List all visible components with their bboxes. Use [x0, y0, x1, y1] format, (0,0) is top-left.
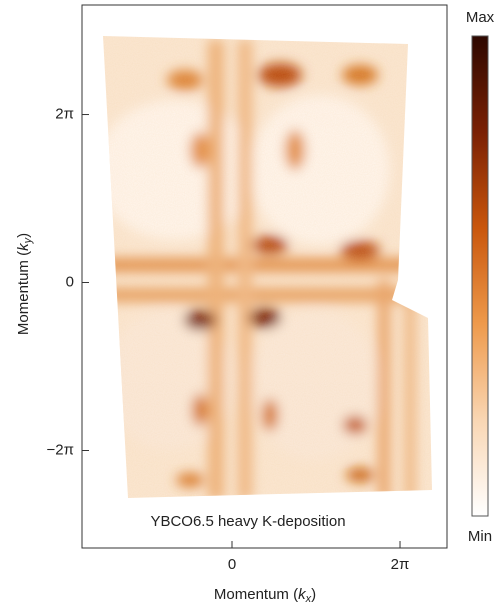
x-label-part: ): [311, 586, 316, 603]
plot-frame: [81, 4, 448, 549]
x-tick-label: 0: [228, 556, 236, 573]
intensity-map: [103, 36, 432, 498]
colorbar-max-label: Max: [466, 9, 495, 26]
colorbar-min-label: Min: [468, 528, 492, 545]
colorbar: [471, 35, 489, 517]
y-tick-label: 0: [66, 273, 74, 290]
y-label-var: k: [15, 242, 32, 251]
y-label-sub: y: [22, 236, 34, 244]
x-label-var: k: [298, 586, 307, 603]
y-axis-label: Momentum (ky): [15, 233, 34, 335]
y-label-part: Momentum (: [15, 251, 32, 335]
y-tick-label: −2π: [47, 441, 74, 458]
y-tick-label: 2π: [55, 106, 74, 123]
x-tick-label: 2π: [391, 556, 410, 573]
annotation: YBCO6.5 heavy K-deposition: [150, 513, 345, 530]
x-axis-label: Momentum (kx): [214, 586, 316, 605]
x-label-part: Momentum (: [214, 586, 298, 603]
x-label-sub: x: [305, 593, 312, 605]
y-label-part: ): [15, 233, 32, 238]
